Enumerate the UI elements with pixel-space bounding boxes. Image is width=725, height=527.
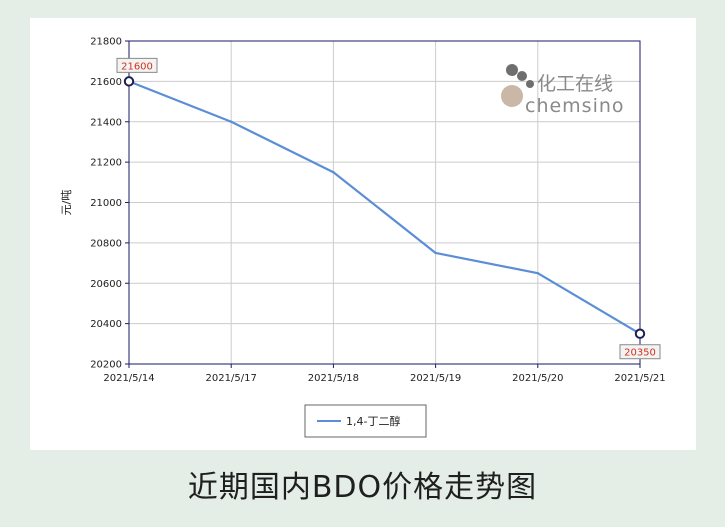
data-label-box-1 [619, 344, 661, 360]
x-tick-label-1: 2021/5/17 [206, 373, 257, 384]
data-label-box-0 [116, 57, 158, 73]
chart-panel: 20200 20400 20600 20800 21000 21200 21400 21600… [30, 18, 696, 450]
grid-lines [128, 40, 641, 365]
y-tick-label-0: 20200 [90, 360, 122, 371]
x-tick-label-3: 2021/5/19 [410, 373, 461, 384]
data-label-0: 21600 [121, 61, 153, 72]
series-line-0 [128, 80, 641, 335]
y-axis-ticks: 20200 20400 20600 20800 21000 21200 21400 21600… [90, 37, 129, 371]
y-tick-label-5: 21200 [90, 158, 122, 169]
watermark-english: chemsino [525, 95, 625, 117]
legend-entry: 1,4-丁二醇 [346, 414, 400, 428]
data-point-1 [230, 120, 233, 123]
line-chart: 2020020400206002080021000212002140021600… [60, 37, 666, 438]
watermark-logo-ball-large [501, 85, 523, 107]
data-point-4 [536, 271, 539, 275]
watermark-chinese: 化工在线 [537, 73, 613, 95]
data-label-1: 20350 [624, 348, 656, 359]
y-tick-label-1: 20400 [90, 319, 122, 330]
y-tick-label-4: 21000 [90, 198, 122, 209]
data-point-3 [434, 251, 437, 255]
y-tick-label-7: 21600 [90, 77, 122, 88]
legend: 1,4-丁二醇 [304, 404, 427, 438]
series-plot [123, 76, 646, 339]
y-tick-label-6: 21400 [90, 117, 122, 128]
x-tick-label-5: 2021/5/21 [614, 373, 665, 384]
figure-caption: 近期国内BDO价格走势图 [187, 470, 538, 505]
x-tick-label-2: 2021/5/18 [308, 373, 359, 384]
data-point-0 [123, 76, 135, 87]
x-tick-label-0: 2021/5/14 [103, 373, 154, 384]
data-point-5 [634, 328, 646, 339]
y-tick-label-3: 20800 [90, 238, 122, 249]
x-axis-ticks: 2021/5/14 2021/5/17 2021/5/18 2021/5/19 2021… [103, 364, 666, 384]
y-tick-label-8: 21800 [90, 37, 122, 48]
data-labels: 21600 20350 [116, 57, 661, 360]
watermark-logo-ball-a [506, 64, 518, 76]
y-tick-label-2: 20600 [90, 279, 122, 290]
x-tick-label-4: 2021/5/20 [512, 373, 563, 384]
chemsino-watermark: 化工在线 chemsino [501, 64, 625, 117]
y-axis-label: 元/吨 [60, 190, 73, 216]
watermark-logo-ball-b [517, 71, 527, 81]
data-point-2 [332, 171, 335, 174]
watermark-logo-ball-c [526, 80, 534, 88]
